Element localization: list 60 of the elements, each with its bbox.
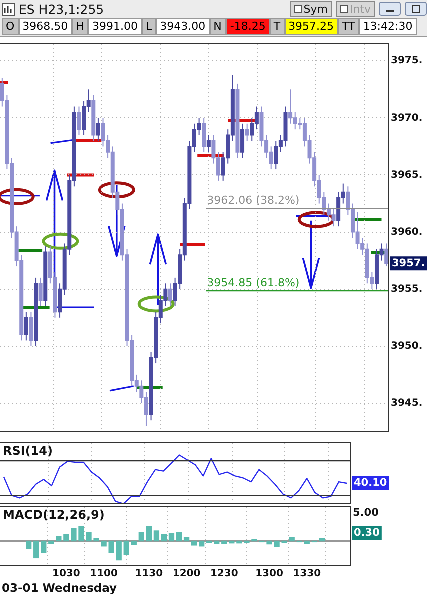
text: T — [270, 18, 285, 35]
bar — [34, 540, 40, 559]
chart-title: RSI(14) — [3, 444, 54, 458]
ref-line-label: 3962.06 (38.2%) — [207, 194, 300, 208]
text: L — [142, 18, 156, 35]
text: 3968.50 — [18, 18, 72, 35]
bar — [176, 532, 182, 542]
text: 0.30 — [354, 526, 380, 539]
x-tick-label: 1100 — [90, 568, 118, 580]
text: Sym — [304, 2, 328, 16]
bar — [56, 536, 62, 542]
bar — [41, 540, 47, 554]
bar — [214, 540, 220, 544]
bar — [191, 540, 198, 546]
x-tick-label: 1030 — [52, 568, 80, 580]
text: TT — [338, 18, 360, 35]
bar — [138, 532, 144, 542]
bar — [289, 537, 295, 542]
y-tick-label: 3965. — [391, 170, 423, 181]
x-tick-label: 1300 — [256, 568, 284, 580]
text: 3991.00 — [88, 18, 142, 35]
text: -18.25 — [226, 18, 270, 35]
text: 13:42:30 — [359, 18, 417, 35]
bar — [124, 540, 130, 556]
bar — [184, 537, 190, 542]
y-tick-label: 3960. — [391, 226, 423, 238]
text: 3943.00 — [156, 18, 210, 35]
bar — [222, 540, 228, 544]
bar — [146, 526, 152, 542]
bar — [131, 540, 137, 546]
x-tick-label: 1330 — [293, 568, 322, 580]
bar — [26, 540, 32, 550]
y-tick-label: 3975. — [391, 56, 423, 67]
text: 3957. — [392, 257, 426, 270]
bar — [154, 530, 160, 542]
x-tick-label: 1230 — [210, 568, 238, 580]
y-tick-label: 3955. — [391, 284, 423, 295]
bar — [304, 540, 310, 544]
chart-title: MACD(12,26,9) — [3, 508, 105, 522]
text: O — [2, 18, 19, 35]
y-tick-label: 3950. — [391, 341, 423, 352]
x-tick-label: 1130 — [135, 568, 164, 580]
y-tick-label: 3945. — [391, 398, 423, 410]
bar — [198, 540, 205, 547]
bar — [116, 540, 122, 561]
y-tick-label: 3970. — [391, 112, 423, 124]
text: H — [72, 18, 88, 35]
bar — [48, 540, 54, 544]
chart-title: ES H23,1:255 — [19, 2, 104, 16]
text: Intv — [350, 2, 371, 16]
bar — [161, 534, 168, 542]
x-tick-label: 1200 — [172, 568, 201, 580]
ref-line-label: 3954.85 (61.8%) — [207, 276, 300, 290]
bar — [168, 533, 175, 542]
bar — [206, 540, 212, 544]
text: 3957.25 — [284, 18, 338, 35]
text: N — [210, 18, 226, 35]
text: 5.00 — [353, 506, 379, 519]
text: 40.10 — [354, 477, 388, 490]
text: 03-01 Wednesday — [2, 581, 118, 595]
